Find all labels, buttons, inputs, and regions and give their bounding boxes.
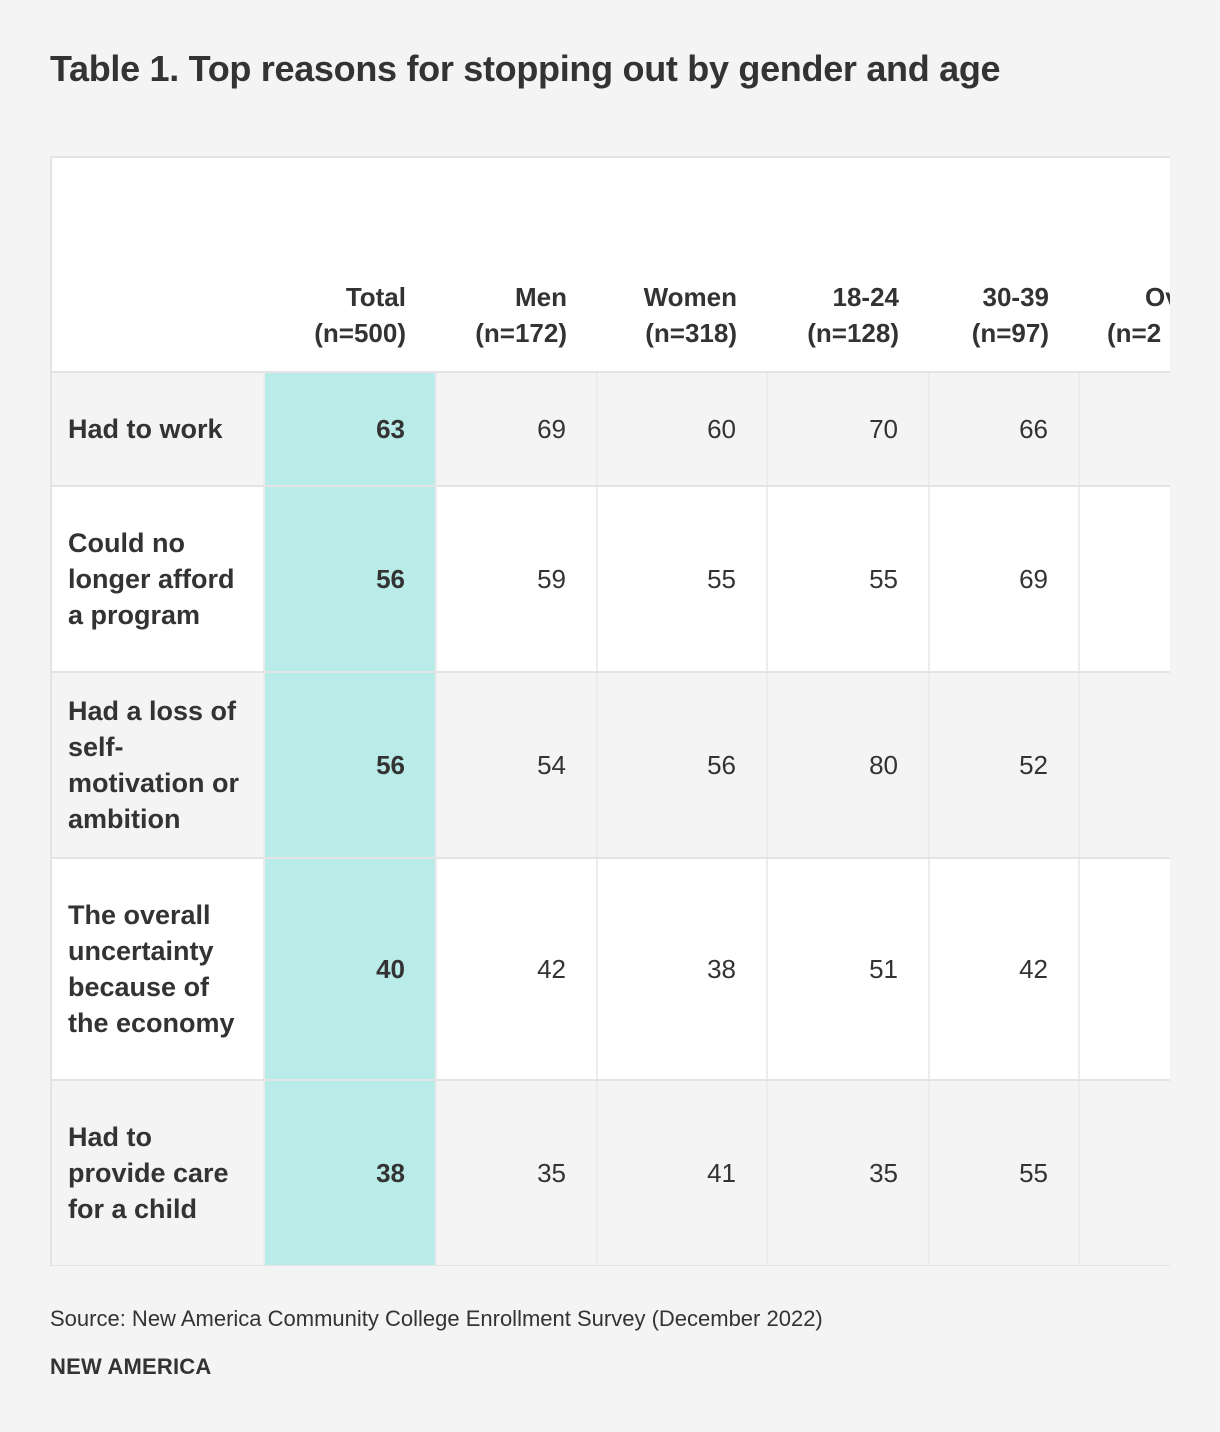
column-label: Total <box>345 282 406 312</box>
data-table: Total (n=500) Men (n=172) Women (n=318) … <box>52 158 1170 1266</box>
column-label: Ov <box>1145 282 1170 312</box>
column-header: Ov (n=2 <box>1079 158 1170 373</box>
column-n: (n=500) <box>314 318 406 348</box>
value-cell <box>1079 1080 1170 1266</box>
row-label: Could no longer afford a program <box>52 486 265 673</box>
column-header: Total (n=500) <box>264 158 436 373</box>
column-label: 30-39 <box>982 282 1050 312</box>
header-row: Total (n=500) Men (n=172) Women (n=318) … <box>52 158 1170 373</box>
column-n: (n=128) <box>807 318 899 348</box>
value-cell: 52 <box>929 672 1080 859</box>
value-cell: 51 <box>767 858 930 1081</box>
total-value-cell: 38 <box>264 1080 437 1266</box>
value-cell: 35 <box>436 1080 598 1266</box>
value-cell <box>1079 372 1170 487</box>
row-label: Had to provide care for a child <box>52 1080 265 1266</box>
table-title: Table 1. Top reasons for stopping out by… <box>50 48 1001 89</box>
table-row: Had to work 63 69 60 70 66 <box>52 372 1170 487</box>
column-header: 18-24 (n=128) <box>767 158 929 373</box>
column-label: 18-24 <box>832 282 900 312</box>
column-n: (n=172) <box>475 318 567 348</box>
column-header: 30-39 (n=97) <box>929 158 1079 373</box>
column-label: Women <box>643 282 737 312</box>
row-label: Had to work <box>52 372 265 487</box>
column-label: Men <box>515 282 567 312</box>
value-cell: 70 <box>767 372 930 487</box>
value-cell: 59 <box>436 486 598 673</box>
value-cell: 69 <box>436 372 598 487</box>
source-note: Source: New America Community College En… <box>50 1306 823 1331</box>
value-cell: 54 <box>436 672 598 859</box>
value-cell: 42 <box>436 858 598 1081</box>
total-value-cell: 63 <box>264 372 437 487</box>
column-n: (n=2 <box>1107 318 1162 348</box>
column-n: (n=97) <box>971 318 1049 348</box>
value-cell <box>1079 672 1170 859</box>
value-cell: 66 <box>929 372 1080 487</box>
value-cell <box>1079 858 1170 1081</box>
header-corner <box>52 158 264 373</box>
row-label: The overall uncertainty because of the e… <box>52 858 265 1081</box>
value-cell: 38 <box>597 858 768 1081</box>
value-cell: 35 <box>767 1080 930 1266</box>
value-cell: 41 <box>597 1080 768 1266</box>
value-cell: 60 <box>597 372 768 487</box>
total-value-cell: 56 <box>264 486 437 673</box>
total-value-cell: 56 <box>264 672 437 859</box>
row-label: Had a loss of self-motivation or ambitio… <box>52 672 265 859</box>
column-n: (n=318) <box>645 318 737 348</box>
data-table-container: Total (n=500) Men (n=172) Women (n=318) … <box>50 156 1170 1266</box>
value-cell: 42 <box>929 858 1080 1081</box>
brand-logo-text: NEW AMERICA <box>50 1354 212 1379</box>
table-body: Had to work 63 69 60 70 66 Could no longer aff… <box>52 372 1170 1266</box>
value-cell: 69 <box>929 486 1080 673</box>
value-cell: 55 <box>597 486 768 673</box>
value-cell: 55 <box>929 1080 1080 1266</box>
column-header: Men (n=172) <box>436 158 597 373</box>
table-row: Had a loss of self-motivation or ambitio… <box>52 672 1170 859</box>
value-cell: 80 <box>767 672 930 859</box>
column-header: Women (n=318) <box>597 158 767 373</box>
value-cell: 56 <box>597 672 768 859</box>
total-value-cell: 40 <box>264 858 437 1081</box>
table-row: Could no longer afford a program 56 59 55 55… <box>52 486 1170 673</box>
value-cell <box>1079 486 1170 673</box>
table-row: Had to provide care for a child 38 35 41 35 5… <box>52 1080 1170 1266</box>
table-row: The overall uncertainty because of the e… <box>52 858 1170 1081</box>
value-cell: 55 <box>767 486 930 673</box>
